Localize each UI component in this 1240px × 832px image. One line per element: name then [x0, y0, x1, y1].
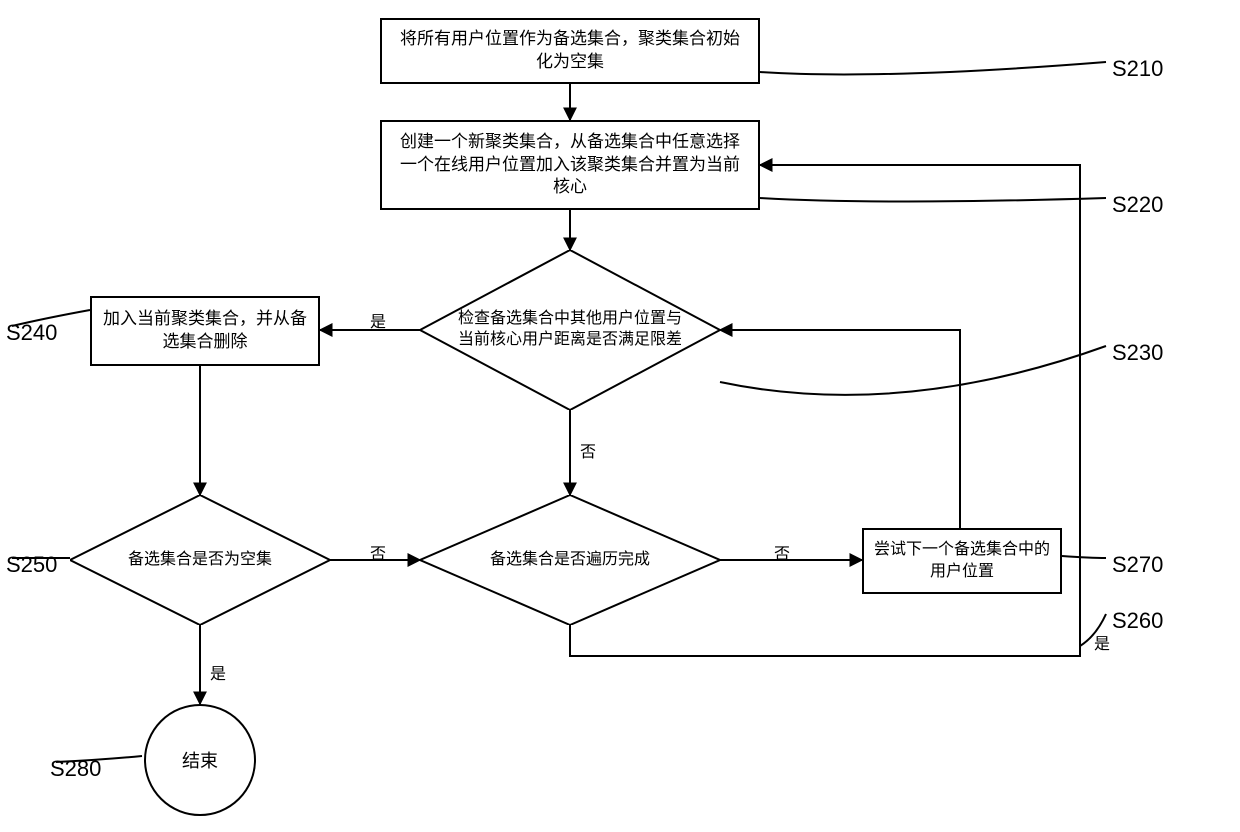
- step-label-s220: S220: [1112, 192, 1163, 218]
- node-s220-text: 创建一个新聚类集合，从备选集合中任意选择一个在线用户位置加入该聚类集合并置为当前…: [392, 131, 748, 200]
- step-label-s260: S260: [1112, 608, 1163, 634]
- edge-s260-yes: 是: [1094, 630, 1110, 654]
- node-s210-text: 将所有用户位置作为备选集合，聚类集合初始化为空集: [392, 28, 748, 74]
- edge-s230-no: 否: [580, 438, 596, 462]
- edge-s230-yes: 是: [370, 308, 386, 332]
- edge-s260-no: 否: [774, 540, 790, 564]
- node-s270: 尝试下一个备选集合中的用户位置: [862, 528, 1062, 594]
- step-label-s240: S240: [6, 320, 57, 346]
- step-label-s210: S210: [1112, 56, 1163, 82]
- flowchart-canvas: 将所有用户位置作为备选集合，聚类集合初始化为空集 创建一个新聚类集合，从备选集合…: [0, 0, 1240, 832]
- step-label-s250: S250: [6, 552, 57, 578]
- node-s240-text: 加入当前聚类集合，并从备选集合删除: [102, 308, 308, 354]
- step-label-s270: S270: [1112, 552, 1163, 578]
- node-s250: 备选集合是否为空集: [70, 495, 330, 625]
- step-label-s280: S280: [50, 756, 101, 782]
- step-label-s230: S230: [1112, 340, 1163, 366]
- node-s280: 结束: [144, 704, 256, 816]
- edge-s250-yes: 是: [210, 660, 226, 684]
- node-s260: 备选集合是否遍历完成: [420, 495, 720, 625]
- edge-s250-no: 否: [370, 540, 386, 564]
- node-s250-text: 备选集合是否为空集: [128, 550, 272, 571]
- node-s270-text: 尝试下一个备选集合中的用户位置: [874, 539, 1050, 582]
- node-s220: 创建一个新聚类集合，从备选集合中任意选择一个在线用户位置加入该聚类集合并置为当前…: [380, 120, 760, 210]
- node-s240: 加入当前聚类集合，并从备选集合删除: [90, 296, 320, 366]
- node-s280-text: 结束: [182, 747, 218, 773]
- node-s210: 将所有用户位置作为备选集合，聚类集合初始化为空集: [380, 18, 760, 84]
- node-s260-text: 备选集合是否遍历完成: [490, 550, 650, 571]
- node-s230: 检查备选集合中其他用户位置与当前核心用户距离是否满足限差: [420, 250, 720, 410]
- node-s230-text: 检查备选集合中其他用户位置与当前核心用户距离是否满足限差: [458, 309, 682, 351]
